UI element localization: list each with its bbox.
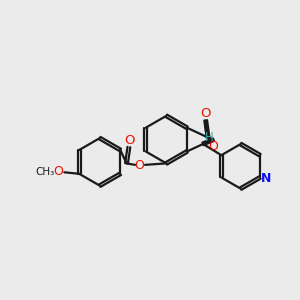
- Text: N: N: [261, 172, 272, 185]
- Text: H: H: [205, 131, 214, 144]
- Text: O: O: [135, 159, 145, 172]
- Text: O: O: [53, 165, 63, 178]
- Text: O: O: [124, 134, 135, 147]
- Text: O: O: [200, 107, 210, 120]
- Text: O: O: [208, 140, 218, 154]
- Text: CH₃: CH₃: [35, 167, 55, 177]
